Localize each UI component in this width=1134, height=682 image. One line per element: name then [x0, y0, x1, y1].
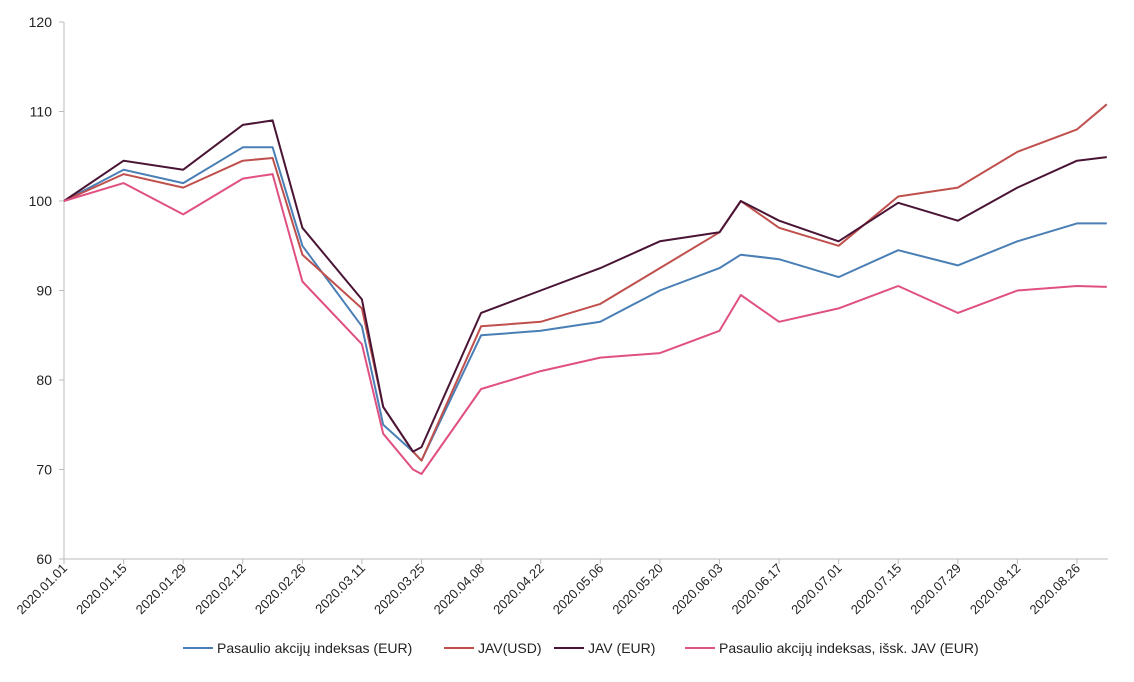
legend-item-world-ex-us: Pasaulio akcijų indeksas, išsk. JAV (EUR…: [685, 640, 979, 656]
legend-label-world: Pasaulio akcijų indeksas (EUR): [217, 640, 413, 656]
series-line-4: [63, 173, 1107, 475]
chart-series: [63, 103, 1108, 475]
series-line-1: [63, 146, 1107, 462]
legend-swatch-world: [183, 647, 213, 649]
x-tick-label: 2020.03.25: [371, 561, 428, 618]
x-tick-label: 2020.05.20: [609, 561, 666, 618]
x-tick-label: 2020.02.12: [192, 561, 249, 618]
legend-swatch-world-ex-us: [685, 647, 715, 649]
x-tick-label: 2020.04.08: [431, 561, 488, 618]
y-tick-label: 120: [29, 14, 53, 30]
x-tick-label: 2020.08.12: [967, 561, 1024, 618]
legend-label-world-ex-us: Pasaulio akcijų indeksas, išsk. JAV (EUR…: [719, 640, 979, 656]
legend-label-us-usd: JAV(USD): [478, 640, 542, 656]
x-tick-label: 2020.05.06: [550, 561, 607, 618]
x-tick-label: 2020.06.17: [729, 561, 786, 618]
x-tick-label: 2020.04.22: [490, 561, 547, 618]
legend-swatch-us-usd: [444, 647, 474, 649]
legend-item-us-usd: JAV(USD): [444, 640, 542, 656]
y-tick-label: 60: [36, 551, 52, 567]
x-tick-label: 2020.08.26: [1026, 561, 1083, 618]
series-line-2: [63, 103, 1108, 462]
y-tick-label: 90: [36, 283, 52, 299]
series-line-3: [63, 119, 1107, 453]
x-tick-label: 2020.07.01: [788, 561, 845, 618]
chart-legend: Pasaulio akcijų indeksas (EUR) JAV(USD) …: [0, 640, 1134, 670]
x-tick-label: 2020.01.29: [133, 561, 190, 618]
legend-item-world: Pasaulio akcijų indeksas (EUR): [183, 640, 412, 656]
x-tick-label: 2020.02.26: [252, 561, 309, 618]
x-tick-label: 2020.03.11: [312, 561, 368, 617]
y-tick-label: 80: [36, 372, 52, 388]
x-tick-label: 2020.01.15: [73, 561, 130, 618]
y-tick-label: 110: [30, 104, 53, 120]
legend-swatch-us-eur: [554, 647, 584, 649]
x-tick-label: 2020.07.29: [907, 561, 964, 618]
legend-label-us-eur: JAV (EUR): [588, 640, 656, 656]
legend-item-us-eur: JAV (EUR): [554, 640, 655, 656]
x-tick-label: 2020.06.03: [669, 561, 726, 618]
y-tick-label: 70: [36, 462, 52, 478]
x-tick-label: 2020.07.15: [848, 561, 905, 618]
x-tick-label: 2020.01.01: [13, 561, 70, 618]
y-tick-label: 100: [29, 193, 53, 209]
